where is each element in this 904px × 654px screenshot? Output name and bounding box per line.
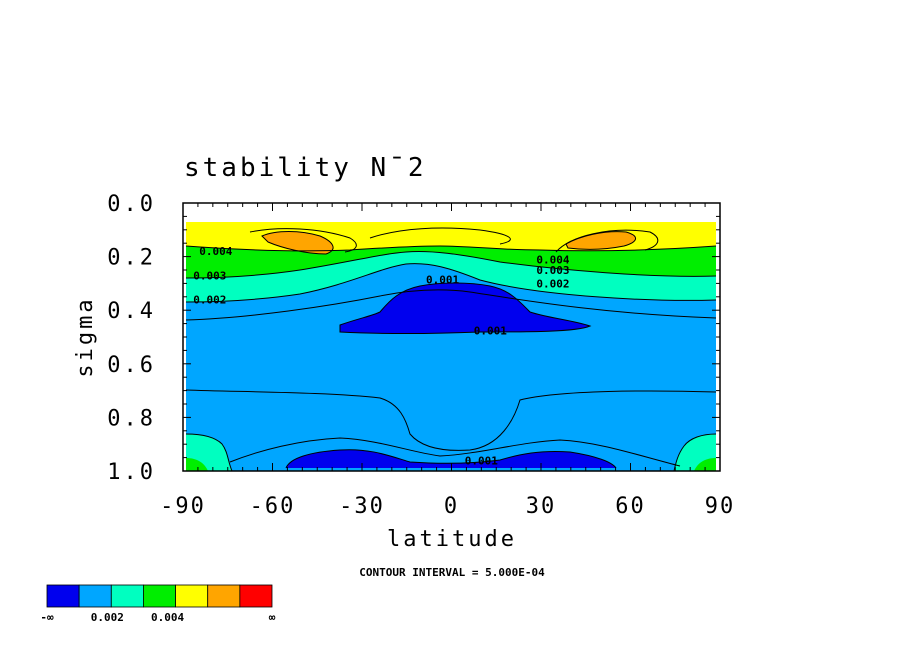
x-axis-label: latitude	[387, 527, 517, 552]
fill-orange-left	[262, 231, 334, 254]
y-tick-label: 0.0	[107, 192, 156, 217]
contour-line	[185, 389, 717, 451]
contour-label: 0.003	[193, 269, 226, 282]
colorbar-swatch	[175, 584, 209, 608]
contour-lines	[185, 227, 717, 472]
contour-line	[285, 449, 617, 469]
contour-line	[185, 263, 717, 303]
colorbar-swatch	[143, 584, 176, 608]
y-tick-labels: 0.0 0.2 0.4 0.6 0.8 1.0	[107, 192, 156, 485]
x-tick-label: -60	[250, 494, 296, 519]
fill-surface-low	[286, 449, 616, 468]
contour-label: 0.001	[474, 324, 507, 337]
colorbar-label: -∞	[40, 611, 54, 624]
contour-line	[261, 231, 334, 255]
fill-core-low	[340, 283, 590, 334]
colorbar-swatch	[239, 584, 273, 608]
colorbar-swatch	[110, 584, 144, 608]
x-tick-label: -90	[160, 494, 206, 519]
colorbar-label: 0.004	[151, 611, 184, 624]
contour-fills	[186, 222, 716, 471]
colorbar-swatch	[46, 584, 80, 608]
colorbar-swatch	[207, 584, 241, 608]
contour-line	[555, 229, 659, 253]
fill-pole-right-green	[694, 458, 716, 471]
axis-ticks	[182, 202, 721, 472]
contour-line	[185, 433, 233, 472]
contour-label: 0.001	[465, 454, 498, 467]
y-tick-label: 0.8	[107, 406, 156, 431]
y-axis-label: sigma	[73, 296, 98, 377]
y-tick-label: 0.4	[107, 299, 156, 324]
contour-line	[185, 251, 717, 279]
contour-label: 0.001	[426, 273, 459, 286]
x-tick-label: 60	[615, 494, 646, 519]
contour-label: 0.002	[536, 277, 569, 290]
contour-label: 0.004	[199, 245, 232, 258]
contour-label: 0.002	[193, 293, 226, 306]
contour-line	[185, 245, 717, 252]
x-tick-label: -30	[339, 494, 385, 519]
contour-line	[229, 437, 681, 467]
y-tick-label: 1.0	[107, 460, 156, 485]
contour-interval-note: CONTOUR INTERVAL = 5.000E-04	[359, 566, 545, 579]
chart-title: stability N¯2	[184, 153, 427, 183]
x-tick-labels: -90 -60 -30 0 30 60 90	[160, 494, 736, 519]
contour-line	[369, 227, 511, 245]
contour-label: 0.004	[536, 253, 569, 266]
contour-line	[185, 289, 717, 321]
contour-line	[249, 228, 357, 253]
colorbar-label: ∞	[269, 611, 276, 624]
contour-line	[673, 433, 717, 472]
fill-pole-left-green	[186, 458, 208, 471]
x-tick-label: 90	[705, 494, 736, 519]
x-tick-label: 0	[444, 494, 459, 519]
colorbar	[46, 584, 273, 608]
colorbar-labels: -∞ 0.002 0.004 ∞	[40, 611, 275, 624]
y-tick-label: 0.2	[107, 246, 156, 271]
x-tick-label: 30	[526, 494, 557, 519]
y-tick-label: 0.6	[107, 353, 156, 378]
colorbar-label: 0.002	[91, 611, 124, 624]
contour-labels: 0.0040.0030.0020.0010.0010.0010.0040.003…	[193, 245, 570, 467]
fill-orange-right	[566, 231, 636, 250]
colorbar-swatch	[78, 584, 112, 608]
contour-line	[339, 282, 592, 334]
contour-label: 0.003	[536, 264, 569, 277]
